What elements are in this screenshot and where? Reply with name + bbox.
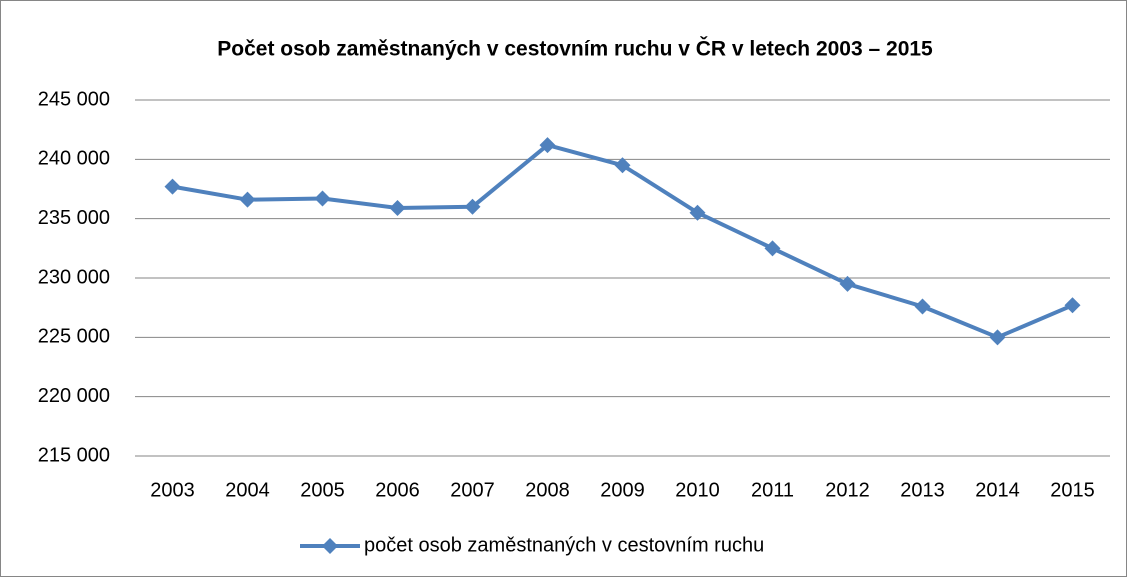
x-tick-label: 2009 [600,479,645,501]
legend-label: počet osob zaměstnaných v cestovním ruch… [364,534,764,556]
x-tick-label: 2010 [675,479,720,501]
point-marker [1064,297,1081,314]
x-tick-label: 2005 [300,479,345,501]
point-marker [689,204,706,221]
point-marker [464,198,481,215]
point-marker [914,298,931,315]
x-tick-label: 2015 [1050,479,1095,501]
x-tick-label: 2007 [450,479,495,501]
x-tick-label: 2013 [900,479,945,501]
y-tick-label: 220 000 [38,385,110,407]
x-tick-label: 2012 [825,479,870,501]
y-tick-label: 240 000 [38,148,110,170]
y-tick-label: 215 000 [38,444,110,466]
y-tick-label: 235 000 [38,207,110,229]
chart-title: Počet osob zaměstnaných v cestovním ruch… [217,37,933,61]
point-marker [989,329,1006,346]
x-tick-label: 2014 [975,479,1020,501]
point-marker [314,190,331,207]
y-tick-label: 230 000 [38,266,110,288]
x-tick-label: 2004 [225,479,270,501]
point-marker [614,157,631,174]
point-marker [239,191,256,208]
x-tick-label: 2008 [525,479,570,501]
legend-marker [322,538,338,554]
point-marker [389,199,406,216]
y-tick-label: 225 000 [38,326,110,348]
point-marker [164,178,181,195]
x-tick-label: 2006 [375,479,420,501]
point-marker [539,137,556,154]
x-tick-label: 2003 [150,479,195,501]
y-tick-label: 245 000 [38,88,110,110]
point-marker [839,275,856,292]
point-marker [764,240,781,257]
x-tick-label: 2011 [751,479,794,501]
